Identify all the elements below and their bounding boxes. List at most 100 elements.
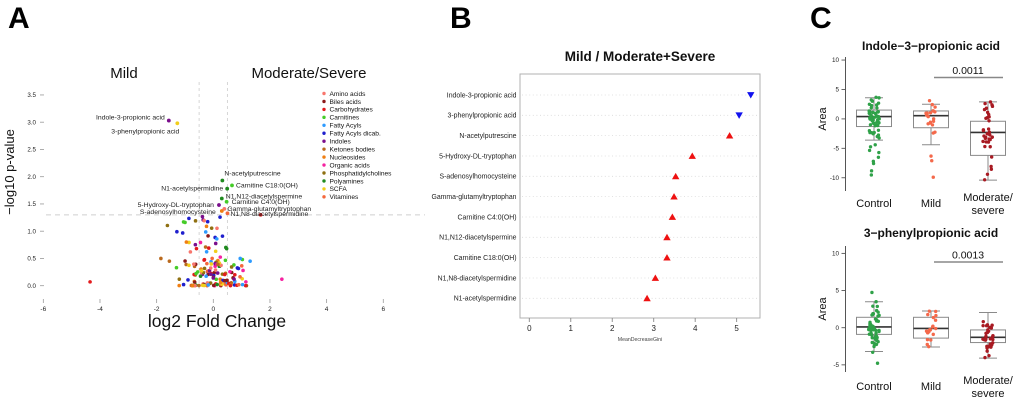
legend-label: Amino acids	[330, 91, 367, 98]
data-point	[867, 148, 872, 153]
volcano-labeled-point	[217, 203, 221, 207]
volcano-point	[209, 226, 214, 230]
volcano-point	[193, 219, 198, 223]
row-label: Indole-3-propionic acid	[447, 92, 517, 99]
volcano-point	[181, 282, 186, 287]
legend-dot	[322, 195, 326, 199]
data-point	[868, 123, 873, 127]
data-point	[873, 143, 877, 147]
y-tick-label: 0	[835, 325, 839, 332]
data-point	[986, 328, 990, 332]
triangle-down-marker	[747, 92, 755, 99]
volcano-point	[238, 256, 243, 261]
data-point	[988, 145, 992, 149]
data-point	[988, 100, 993, 104]
volcano-point	[177, 283, 182, 288]
legend-label: Carnitines	[330, 115, 360, 122]
volcano-point-label: Indole-3-propionic acid	[96, 115, 165, 122]
triangle-up-marker	[671, 172, 680, 180]
data-point	[934, 326, 938, 331]
volcano-point	[216, 262, 220, 267]
volcano-point	[197, 283, 201, 288]
volcano-point	[202, 266, 207, 271]
volcano-point-label: Gamma-glutamyltryptophan	[227, 206, 311, 213]
data-point	[931, 117, 936, 121]
volcano-point	[241, 268, 245, 273]
boxplot: 3−phenylpropionic acid 10 5 0 -5 Area 0.0013 Co…	[817, 226, 1014, 400]
data-point	[933, 309, 938, 314]
data-point	[930, 123, 935, 127]
volcano-point	[222, 272, 227, 277]
data-point	[990, 135, 994, 139]
legend-label: Ketones bodies	[330, 146, 376, 153]
data-point	[874, 300, 878, 304]
volcano-point	[187, 216, 191, 221]
data-point	[984, 331, 988, 336]
row-label: Carnitine C18:0(OH)	[454, 255, 517, 262]
volcano-point	[223, 258, 228, 263]
data-point	[987, 119, 991, 123]
data-point	[986, 140, 991, 144]
volcano-point	[243, 283, 248, 288]
dotrank-plot: Mild / Moderate+Severe Indole-3-propionic…	[431, 49, 761, 343]
volcano-point	[183, 259, 187, 263]
data-point	[869, 173, 874, 177]
volcano-point	[193, 242, 198, 247]
data-point	[933, 105, 937, 109]
legend-dot	[322, 187, 326, 191]
volcano-point	[177, 277, 182, 281]
volcano-point	[194, 246, 199, 251]
volcano-point	[239, 264, 244, 268]
volcano-point	[228, 269, 232, 274]
data-point	[877, 136, 881, 140]
volcano-point	[238, 274, 242, 279]
data-point	[872, 344, 876, 349]
volcano-point	[165, 223, 170, 228]
y-axis-title: −log10 p-value	[2, 129, 17, 215]
volcano-point	[214, 277, 219, 282]
triangle-up-marker	[668, 213, 677, 220]
x-tick-label: 2	[268, 306, 272, 313]
volcano-point	[210, 256, 214, 261]
data-point	[874, 308, 879, 313]
data-point	[876, 133, 881, 137]
x-tick-label: 0	[527, 324, 532, 333]
data-point	[989, 167, 994, 171]
data-point	[983, 101, 987, 106]
volcano-point	[236, 282, 241, 287]
data-point	[874, 334, 879, 339]
category-label: severe	[971, 205, 1004, 217]
data-point	[867, 327, 871, 331]
data-point	[991, 333, 995, 338]
y-tick-label: 1.5	[27, 201, 36, 208]
volcano-labeled-point	[220, 178, 225, 183]
row-label: N1,N8-diacetylspermidine	[438, 275, 517, 282]
volcano-point	[190, 283, 195, 288]
data-point	[876, 319, 881, 324]
data-point	[867, 102, 872, 106]
x-axis-title: MeanDecreaseGini	[618, 337, 662, 343]
data-point	[875, 304, 880, 309]
data-point	[876, 101, 881, 105]
y-tick-label: 10	[832, 57, 840, 64]
x-tick-label: 2	[610, 324, 615, 333]
y-tick-label: 10	[832, 251, 840, 258]
volcano-point	[205, 261, 209, 266]
volcano-point	[211, 276, 216, 280]
legend-dot	[322, 155, 326, 159]
data-point	[868, 110, 872, 114]
volcano-point	[200, 283, 205, 288]
data-point	[876, 128, 881, 133]
volcano-point	[167, 259, 172, 263]
volcano-point	[202, 218, 206, 223]
data-point	[931, 175, 935, 179]
volcano-point	[229, 265, 234, 269]
data-point	[988, 343, 993, 347]
data-point	[989, 155, 994, 159]
volcano-point	[206, 246, 211, 250]
volcano-point	[194, 271, 198, 276]
data-point	[930, 159, 934, 163]
panel-c-letter: C	[810, 2, 832, 35]
